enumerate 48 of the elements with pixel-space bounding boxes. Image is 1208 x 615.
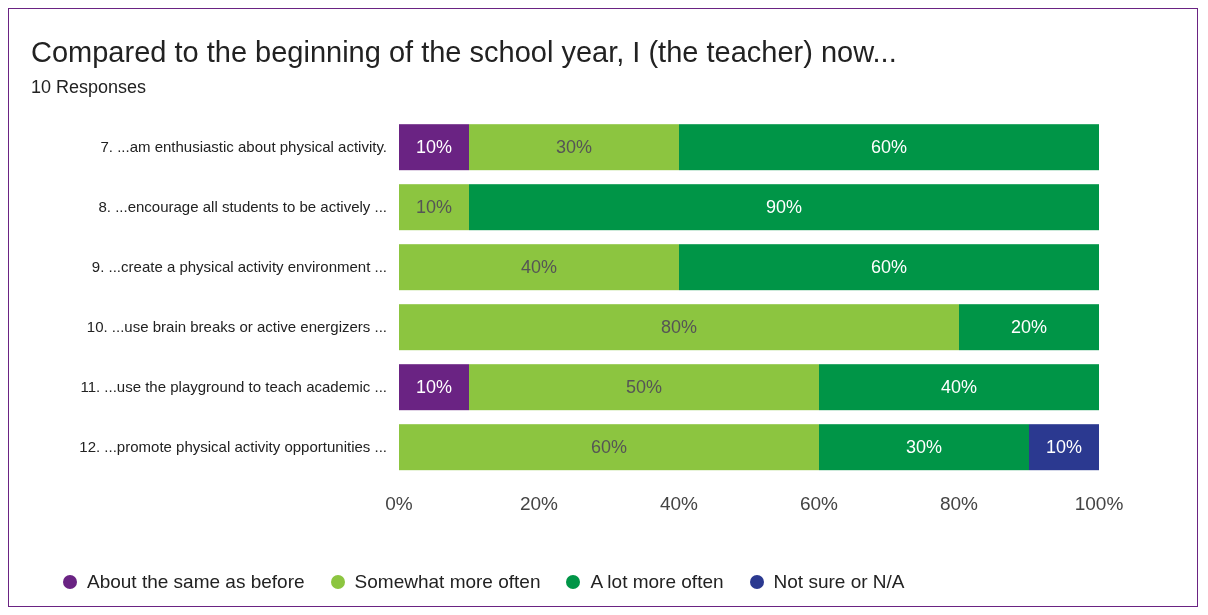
x-tick-label: 60% (799, 493, 839, 515)
chart-title: Compared to the beginning of the school year, I (the teacher) now... (30, 35, 898, 69)
data-label: 10% (1045, 437, 1083, 458)
text: 10 Responses (30, 76, 148, 99)
y-tick-label: 8. ...encourage all students to be actively ... (98, 198, 387, 216)
bar (399, 244, 679, 291)
data-label: 60% (590, 437, 628, 458)
y-tick-label: 7. ...am enthusiastic about physical activity. (100, 138, 387, 156)
bar (469, 124, 679, 171)
y-tick-label: 9. ...create a physical activity environment ... (91, 258, 387, 276)
data-label: 30% (905, 437, 943, 458)
data-label: 60% (870, 137, 908, 158)
legend-label: Somewhat more often (354, 571, 541, 593)
legend-label: A lot more often (590, 571, 724, 593)
bar (399, 124, 469, 171)
bar (399, 364, 469, 411)
bar (679, 244, 1099, 291)
y-tick-label: 10. ...use brain breaks or active energizers ... (86, 318, 387, 336)
data-label: 80% (660, 317, 698, 338)
data-label: 10% (415, 137, 453, 158)
bar (959, 304, 1099, 351)
y-tick-label: 11. ...use the playground to teach academic ... (80, 378, 387, 396)
x-tick-label: 0% (385, 493, 413, 515)
bar (819, 424, 1029, 471)
data-label: 40% (520, 257, 558, 278)
legend-label: Not sure or N/A (773, 571, 905, 593)
data-label: 90% (765, 197, 803, 218)
data-label: 50% (625, 377, 663, 398)
bar (469, 364, 819, 411)
x-tick-label: 80% (939, 493, 979, 515)
data-label: 10% (415, 197, 453, 218)
y-tick-label: 12. ...promote physical activity opportunities ... (79, 438, 387, 456)
x-tick-label: 100% (1074, 493, 1124, 515)
bar (399, 184, 469, 231)
data-label: 40% (940, 377, 978, 398)
data-label: 10% (415, 377, 453, 398)
bar (469, 184, 1099, 231)
data-label: 20% (1010, 317, 1048, 338)
data-label: 30% (555, 137, 593, 158)
bar (819, 364, 1099, 411)
bar (399, 304, 959, 351)
x-tick-label: 20% (519, 493, 559, 515)
legend-label: About the same as before (87, 571, 305, 593)
bar (679, 124, 1099, 171)
bar (399, 424, 819, 471)
data-label: 60% (870, 257, 908, 278)
bar (1029, 424, 1099, 471)
x-tick-label: 40% (659, 493, 699, 515)
